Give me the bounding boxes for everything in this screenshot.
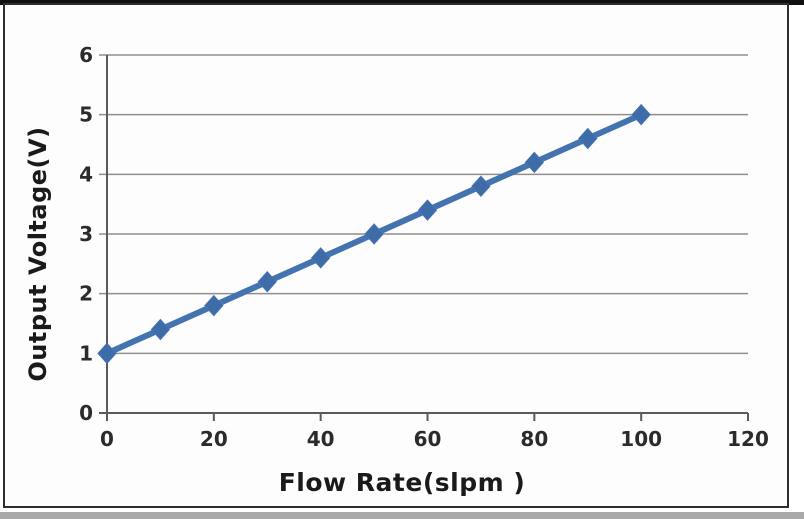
y-axis-title: Output Voltage(V): [24, 126, 52, 382]
data-point-marker: [257, 270, 277, 293]
top-black-bar: [0, 0, 804, 5]
x-tick-label: 20: [200, 427, 228, 451]
data-point-marker: [204, 294, 224, 317]
x-tick-label: 80: [520, 427, 548, 451]
data-point-marker: [631, 103, 651, 126]
x-tick-label: 60: [414, 427, 442, 451]
data-point-marker: [524, 151, 545, 174]
data-point-marker: [310, 247, 331, 269]
x-axis-title: Flow Rate(slpm ): [278, 468, 526, 497]
data-point-marker: [97, 342, 117, 365]
x-tick-label: 0: [100, 427, 114, 451]
y-tick-label: 0: [79, 401, 93, 425]
x-tick-label: 100: [620, 427, 662, 451]
chart-frame: [3, 3, 789, 508]
x-tick-label: 40: [307, 427, 335, 451]
y-tick-label: 5: [79, 103, 93, 127]
y-tick-label: 3: [79, 222, 93, 246]
data-point-marker: [578, 127, 598, 150]
data-point-marker: [417, 199, 438, 221]
y-tick-label: 6: [79, 43, 93, 67]
data-point-marker: [150, 318, 171, 341]
data-point-marker: [471, 175, 491, 198]
bottom-gray-strip: [0, 512, 804, 519]
y-tick-label: 4: [79, 162, 93, 186]
data-point-marker: [364, 223, 384, 245]
x-tick-label: 120: [727, 427, 769, 451]
y-tick-label: 1: [79, 341, 93, 365]
y-tick-label: 2: [79, 282, 93, 306]
